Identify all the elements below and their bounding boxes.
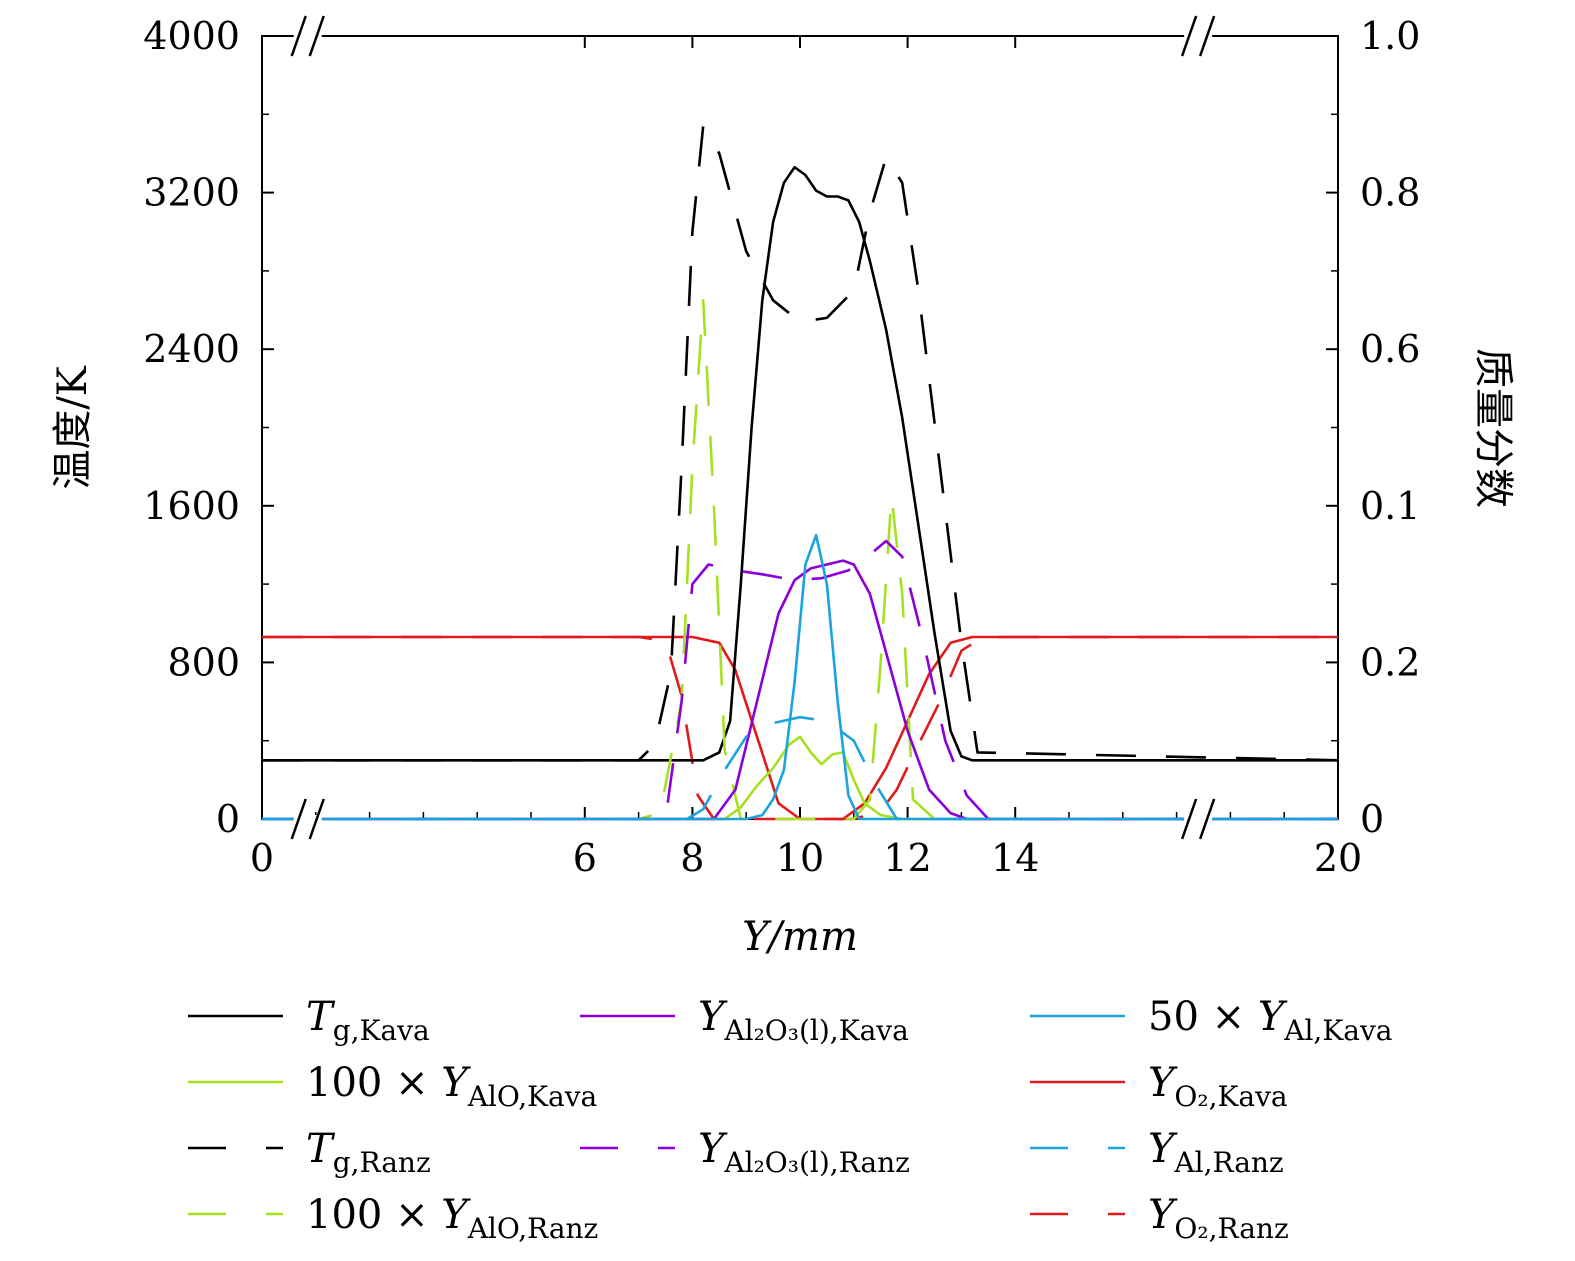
break-slash [308,15,325,57]
plot-frame [261,35,1339,820]
x-tick-label: 20 [1314,836,1362,880]
series-line-Y_AlO_Ranz [262,299,1338,821]
break-gap [293,815,322,823]
series-line-Y_Al2O3_Ranz [262,539,1338,821]
x-tick-label: 10 [776,836,824,880]
legend-label-Y_Al2O3_Kava: YAl₂O₃(l),Kava [698,994,909,1047]
break-gap [293,32,322,40]
y-right-axis-title: 质量分数 [1470,348,1516,508]
x-tick-label: 6 [573,836,597,880]
x-axis-title: Y/mm [742,914,858,960]
break-gap [1184,815,1213,823]
y-right-tick-label: 0.1 [1360,484,1420,528]
y-left-tick-label: 0 [216,797,240,841]
y-right-tick-label: 1.0 [1360,14,1420,58]
series-line-Y_Al_Ranz [262,715,1338,821]
legend-label-Y_Al_Kava: 50 × YAl,Kava [1148,994,1392,1047]
series-line-Y_O2_Kava [262,635,1338,821]
series-line-Y_AlO_Kava [262,735,1338,821]
y-right-tick-label: 0.2 [1360,640,1420,684]
y-left-tick-label: 4000 [143,14,240,58]
legend-label-Y_AlO_Kava: 100 × YAlO,Kava [306,1060,597,1113]
y-left-axis-ticks: 0 800 1600 2400 3200 4000 [143,14,274,841]
break-slash [1198,15,1216,57]
legend-label-Y_O2_Kava: YO₂,Kava [1148,1060,1288,1113]
x-tick-label: 8 [680,836,704,880]
legend-label-Tg_Ranz: Tg,Ranz [306,1126,431,1179]
x-axis-ticks: 0 6 8 10 12 14 20 [250,36,1362,880]
x-tick-label: 14 [991,836,1039,880]
y-left-tick-label: 1600 [143,484,240,528]
axis-break-marks [290,15,1216,840]
y-left-tick-label: 2400 [143,327,240,371]
y-left-tick-label: 3200 [143,171,240,215]
y-right-tick-label: 0.8 [1360,171,1420,215]
y-left-tick-label: 800 [167,640,240,684]
break-gap [1184,32,1213,40]
legend: Tg,Kava YAl₂O₃(l),Kava 50 × YAl,Kava 100 × … [188,994,1392,1245]
break-slash [1198,798,1216,840]
series-line-Tg_Kava [262,165,1338,762]
y-right-axis-ticks: 0 0.2 0.1 0.6 0.8 1.0 [1326,14,1420,841]
break-slash [308,798,325,840]
break-slash [1180,798,1198,840]
legend-label-Y_AlO_Ranz: 100 × YAlO,Ranz [306,1192,598,1245]
legend-label-Tg_Kava: Tg,Kava [306,994,430,1047]
x-tick-label: 0 [250,836,274,880]
plot-border [261,35,1339,820]
x-tick-label: 12 [883,836,931,880]
series-line-Tg_Ranz [262,124,1339,762]
legend-label-Y_Al_Ranz: YAl,Ranz [1148,1126,1284,1179]
series-line-Y_Al2O3_Kava [262,559,1338,821]
break-slash [290,798,307,840]
y-right-tick-label: 0 [1360,797,1384,841]
series-line-Y_O2_Ranz [262,635,1338,821]
legend-label-Y_O2_Ranz: YO₂,Ranz [1148,1192,1289,1245]
y-right-tick-label: 0.6 [1360,327,1420,371]
break-slash [1180,15,1198,57]
y-left-axis-title: 温度/K [50,365,96,489]
legend-label-Y_Al2O3_Ranz: YAl₂O₃(l),Ranz [698,1126,910,1179]
series-line-Y_Al_Kava [262,533,1338,821]
series-layer [262,124,1339,821]
break-slash [290,15,307,57]
